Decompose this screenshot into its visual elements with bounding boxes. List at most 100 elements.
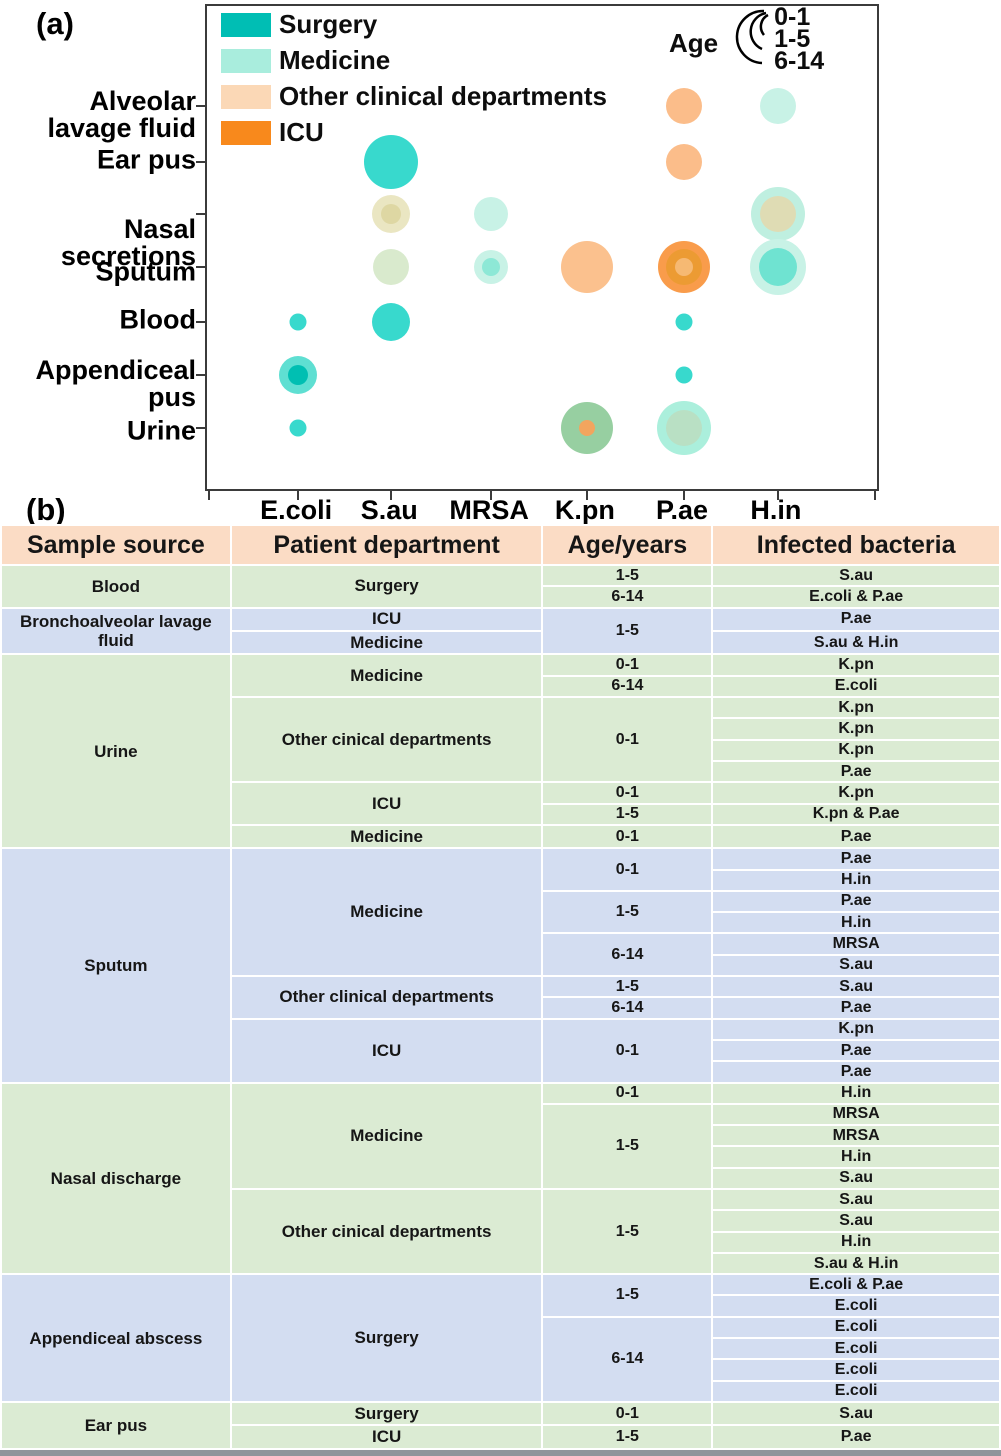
x-tick — [585, 491, 588, 500]
age-cell: 0-1 — [541, 823, 714, 850]
age-cell: 0-1 — [541, 1081, 714, 1105]
table-row: S.au — [1, 953, 1001, 978]
table-row: S.au — [1, 1209, 1001, 1233]
patient-department-cell: ICU — [229, 781, 544, 826]
sample-source-cell: Ear pus — [0, 1400, 232, 1451]
infected-bacteria-cell: E.coli — [711, 674, 1001, 699]
infected-bacteria-cell: E.coli — [711, 1315, 1001, 1340]
infected-bacteria-cell: E.coli — [711, 1358, 1001, 1382]
infected-bacteria-cell: H.in — [711, 868, 1001, 892]
age-cell: 1-5 — [541, 1187, 714, 1276]
legend-item: ICU — [221, 117, 607, 148]
legend-label: Other clinical departments — [279, 81, 607, 111]
x-tick — [297, 491, 300, 500]
infected-bacteria-cell: MRSA — [711, 932, 1001, 956]
bubble-nasal-secretions-mrsa — [474, 196, 509, 231]
bubble-sputum-kpn — [560, 241, 613, 294]
y-axis-label: Sputum — [95, 256, 197, 287]
table-row: H.in — [1, 911, 1001, 935]
bubble-nasal-secretions-sau — [381, 203, 402, 224]
age-cell: 1-5 — [541, 563, 714, 588]
age-legend-title: Age — [669, 28, 719, 58]
age-legend-labels: 0-1 1-5 6-14 — [774, 5, 824, 74]
table-row: K.pn — [1, 738, 1001, 762]
x-tick — [208, 491, 210, 500]
x-tick — [490, 491, 493, 500]
infection-table-wrap: Sample source Patient department Age/years… — [0, 524, 1001, 1451]
table-row: H.in — [1, 1230, 1001, 1254]
x-tick — [873, 491, 876, 500]
bubble-urine-ecoli — [289, 419, 307, 437]
table-row: ICU 0-1 K.pn — [1, 781, 1001, 826]
bubble-sputum-sau — [373, 249, 410, 286]
age-cell: 1-5 — [541, 802, 714, 826]
x-axis-label: H.in — [750, 495, 802, 525]
bubble-chart-plot: Surgery Medicine Other clinical department… — [196, 4, 879, 500]
sample-source-cell: Appendiceal abscess — [0, 1273, 232, 1403]
legend-label: ICU — [279, 117, 324, 147]
bubble-appendiceal-pus-ecoli — [288, 365, 309, 386]
infected-bacteria-cell: K.pn — [711, 653, 1001, 677]
table-row: Urine Medicine 0-1 K.pn — [0, 653, 1001, 850]
y-axis-label: Ear pus — [96, 144, 196, 175]
infected-bacteria-cell: K.pn — [711, 717, 1001, 741]
age-cell: 6-14 — [541, 996, 714, 1020]
infected-bacteria-cell: MRSA — [711, 1102, 1001, 1127]
patient-department-cell: Medicine — [229, 1081, 544, 1190]
y-tick — [196, 426, 205, 429]
y-tick — [196, 212, 205, 215]
y-tick — [196, 160, 205, 163]
age-cell: 0-1 — [541, 847, 714, 892]
table-row: Blood Surgery 1-5 S.au — [0, 563, 1001, 609]
age-arcs-icon — [735, 9, 769, 65]
table-header-cell: Sample source — [0, 524, 232, 566]
bubble-blood-pae — [675, 313, 693, 331]
age-cell: 0-1 — [541, 781, 714, 805]
bubble-nasal-secretions-hin — [759, 195, 796, 232]
age-cell: 0-1 — [541, 1017, 714, 1084]
table-row: E.coli — [1, 1337, 1001, 1361]
sample-source-cell: Bronchoalveolar lavage fluid — [0, 606, 232, 656]
infected-bacteria-cell: K.pn & P.ae — [711, 802, 1001, 826]
infected-bacteria-cell: E.coli & P.ae — [711, 585, 1001, 609]
table-row: 6-14 MRSA — [1, 932, 1001, 978]
y-tick — [196, 266, 205, 269]
y-axis-label: Nasal secretions — [60, 214, 196, 272]
x-axis-label: S.au — [360, 495, 418, 525]
table-row: S.au — [1, 1166, 1001, 1190]
table-row: 1-5 MRSA — [1, 1102, 1001, 1190]
table-bottom-border — [0, 1450, 1001, 1456]
sample-source-cell: Nasal discharge — [0, 1081, 232, 1276]
bubble-blood-ecoli — [289, 313, 307, 331]
patient-department-cell: Medicine — [229, 629, 544, 656]
age-cell: 6-14 — [541, 932, 714, 978]
table-row: ICU 1-5 P.ae — [1, 1424, 1001, 1450]
y-axis-label: Urine — [126, 415, 196, 446]
infected-bacteria-cell: P.ae — [711, 996, 1001, 1020]
infected-bacteria-cell: S.au — [711, 1209, 1001, 1233]
panel-b-label: (b) — [26, 492, 66, 527]
y-axis-label: Alveolar lavage fluid — [47, 86, 196, 144]
infected-bacteria-cell: P.ae — [711, 759, 1001, 784]
infected-bacteria-cell: K.pn — [711, 696, 1001, 720]
bubble-blood-sau — [372, 303, 411, 342]
bubble-ear-pus-pae — [666, 143, 703, 180]
age-cell: 1-5 — [541, 975, 714, 999]
panel-a-label: (a) — [36, 6, 74, 41]
sample-source-cell: Blood — [0, 564, 232, 609]
table-row: P.ae — [1, 1060, 1001, 1084]
patient-department-cell: Medicine — [229, 823, 544, 850]
infected-bacteria-cell: H.in — [711, 1081, 1001, 1105]
table-row: Sputum Medicine 0-1 P.ae — [0, 847, 1001, 1084]
age-cell: 1-5 — [541, 889, 714, 935]
infected-bacteria-cell: S.au — [711, 1400, 1001, 1427]
patient-department-cell: ICU — [229, 606, 544, 633]
infected-bacteria-cell: MRSA — [711, 1124, 1001, 1148]
age-legend-label: 1-5 — [774, 25, 811, 53]
age-cell: 6-14 — [541, 1315, 714, 1403]
infected-bacteria-cell: E.coli — [711, 1294, 1001, 1318]
table-row: Medicine 0-1 P.ae — [1, 823, 1001, 850]
table-row: 6-14 E.coli — [1, 674, 1001, 699]
patient-department-cell: Other cinical departments — [229, 696, 544, 784]
infected-bacteria-cell: K.pn — [711, 738, 1001, 762]
